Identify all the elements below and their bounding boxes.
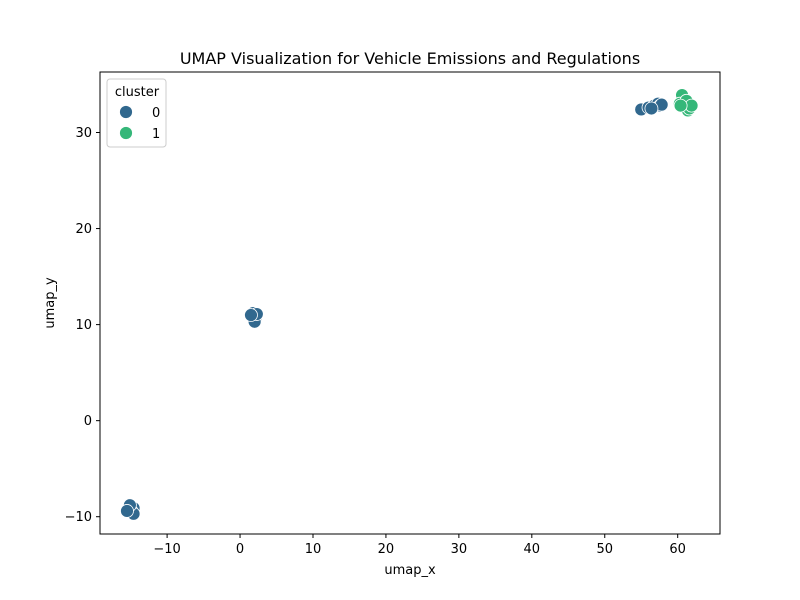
- x-axis-label: umap_x: [384, 563, 436, 578]
- x-axis-ticks: −10 0 10 20 30 40 50 60: [153, 534, 686, 557]
- plot-area-frame: [99, 71, 721, 535]
- y-axis-label: umap_y: [43, 277, 58, 329]
- y-tick-label: 0: [84, 414, 92, 429]
- x-tick-label: 0: [236, 542, 244, 557]
- legend: cluster 0 1: [106, 78, 167, 148]
- y-tick-label: 30: [75, 126, 92, 141]
- legend-label-cluster-1: 1: [152, 127, 160, 142]
- points-layer: [120, 88, 699, 521]
- x-tick-label: 30: [451, 542, 468, 557]
- legend-marker-cluster-0: [119, 105, 133, 119]
- x-tick-label: −10: [153, 542, 180, 557]
- y-tick-label: 10: [75, 318, 92, 333]
- legend-marker-cluster-1: [119, 126, 133, 140]
- y-tick-label: −10: [65, 510, 92, 525]
- x-tick-label: 20: [378, 542, 395, 557]
- point-cluster-0: [244, 308, 258, 322]
- x-tick-label: 60: [669, 542, 686, 557]
- x-tick-label: 10: [305, 542, 322, 557]
- legend-title: cluster: [115, 85, 160, 100]
- point-cluster-0: [120, 504, 134, 518]
- y-tick-label: 20: [75, 222, 92, 237]
- x-tick-label: 50: [596, 542, 613, 557]
- legend-label-cluster-0: 0: [152, 106, 160, 121]
- y-axis-ticks: −10 0 10 20 30: [65, 126, 100, 525]
- chart-title: UMAP Visualization for Vehicle Emissions…: [180, 49, 640, 68]
- x-tick-label: 40: [524, 542, 541, 557]
- point-cluster-0: [644, 101, 659, 116]
- point-cluster-1: [673, 98, 688, 113]
